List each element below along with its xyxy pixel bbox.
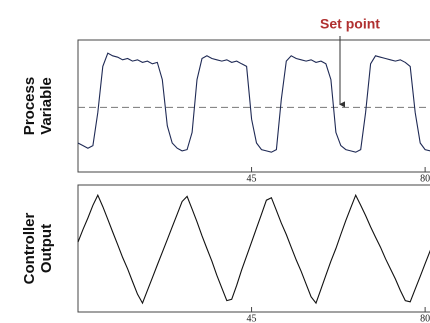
data-line: [77, 52, 430, 153]
plot-frame: [77, 184, 430, 313]
x-tick-label: 45: [247, 173, 257, 184]
y-axis-label: Output: [38, 224, 55, 273]
x-tick-label: 80: [420, 173, 430, 184]
y-axis-label: Variable: [38, 77, 55, 135]
data-line: [77, 193, 430, 305]
x-tick-label: 45: [247, 313, 257, 323]
x-tick-label: 80: [420, 313, 430, 323]
set-point-label: Set point: [320, 16, 380, 32]
y-axis-label: Controller: [21, 213, 38, 285]
plot-frame: [77, 39, 430, 173]
y-axis-label: Process: [21, 77, 38, 135]
